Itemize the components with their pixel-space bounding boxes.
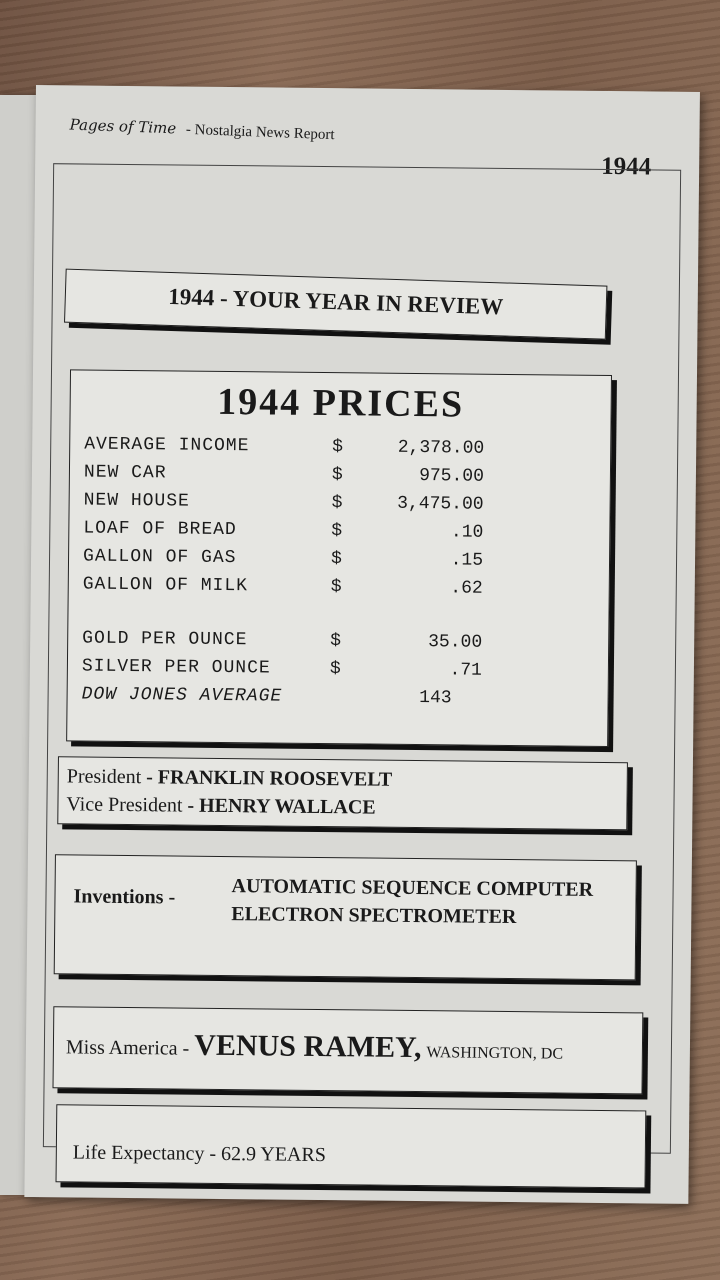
leaders-box: President - FRANKLIN ROOSEVELT Vice Pres… <box>57 756 628 831</box>
invention-item: ELECTRON SPECTROMETER <box>231 903 517 929</box>
price-label: AVERAGE INCOME <box>84 434 250 457</box>
prices-heading: 1944 PRICES <box>217 380 465 426</box>
price-currency: $ <box>330 549 342 570</box>
price-label: GALLON OF MILK <box>82 574 249 597</box>
price-row: DOW JONES AVERAGE 143 <box>81 685 581 718</box>
page-border: 1944 - YOUR YEAR IN REVIEW 1944 PRICES A… <box>42 163 682 1189</box>
price-label: GOLD PER OUNCE <box>82 628 248 651</box>
life-expectancy-box: Life Expectancy - 62.9 YEARS <box>55 1104 647 1189</box>
price-value: .62 <box>450 578 483 599</box>
page-title: 1944 - YOUR YEAR IN REVIEW <box>64 268 608 340</box>
price-value: .10 <box>450 522 484 543</box>
price-currency: $ <box>330 631 342 652</box>
invention-item: AUTOMATIC SEQUENCE COMPUTER <box>231 875 594 901</box>
price-currency: $ <box>331 465 343 486</box>
page-header: Pages of Time - Nostalgia News Report <box>69 116 669 157</box>
price-currency: $ <box>331 493 343 514</box>
life-expectancy-value: 62.9 YEARS <box>220 1142 327 1167</box>
miss-america-name: VENUS RAMEY, <box>194 1028 422 1065</box>
price-currency: $ <box>332 437 344 458</box>
miss-america-label: Miss America - <box>65 1036 190 1060</box>
price-label: GALLON OF GAS <box>82 546 237 569</box>
miss-america-place: WASHINGTON, DC <box>426 1044 564 1063</box>
vp-name: - HENRY WALLACE <box>187 794 376 819</box>
price-value: 2,378.00 <box>397 437 485 459</box>
miss-america-box: Miss America - VENUS RAMEY, WASHINGTON, … <box>52 1006 644 1095</box>
price-label: DOW JONES AVERAGE <box>81 684 283 707</box>
price-label: NEW HOUSE <box>83 490 190 512</box>
president-name: - FRANKLIN ROOSEVELT <box>146 766 393 791</box>
life-expectancy-label: Life Expectancy - <box>72 1141 217 1165</box>
price-label: LOAF OF BREAD <box>83 518 237 541</box>
president-label: President <box>66 765 142 789</box>
brand-logo: Pages of Time <box>69 115 177 138</box>
price-value: 975.00 <box>419 466 485 487</box>
price-label: NEW CAR <box>83 462 167 484</box>
header-subtitle: - Nostalgia News Report <box>185 121 335 144</box>
inventions-label: Inventions - <box>73 885 176 909</box>
price-value: 143 <box>419 688 452 709</box>
price-value: .71 <box>449 660 482 681</box>
price-currency: $ <box>331 521 343 542</box>
booklet-page: Pages of Time - Nostalgia News Report 19… <box>24 85 700 1204</box>
price-label: SILVER PER OUNCE <box>81 656 271 679</box>
prices-box: 1944 PRICES AVERAGE INCOME $2,378.00 NEW … <box>66 369 612 748</box>
vp-label: Vice President <box>66 793 183 817</box>
price-value: .15 <box>450 550 484 571</box>
price-currency: $ <box>330 577 342 598</box>
price-currency: $ <box>329 659 341 680</box>
price-row: GALLON OF MILK $ .62 <box>83 575 583 608</box>
price-value: 35.00 <box>428 632 483 653</box>
inventions-box: Inventions - AUTOMATIC SEQUENCE COMPUTER… <box>53 854 637 981</box>
price-value: 3,475.00 <box>397 493 484 515</box>
